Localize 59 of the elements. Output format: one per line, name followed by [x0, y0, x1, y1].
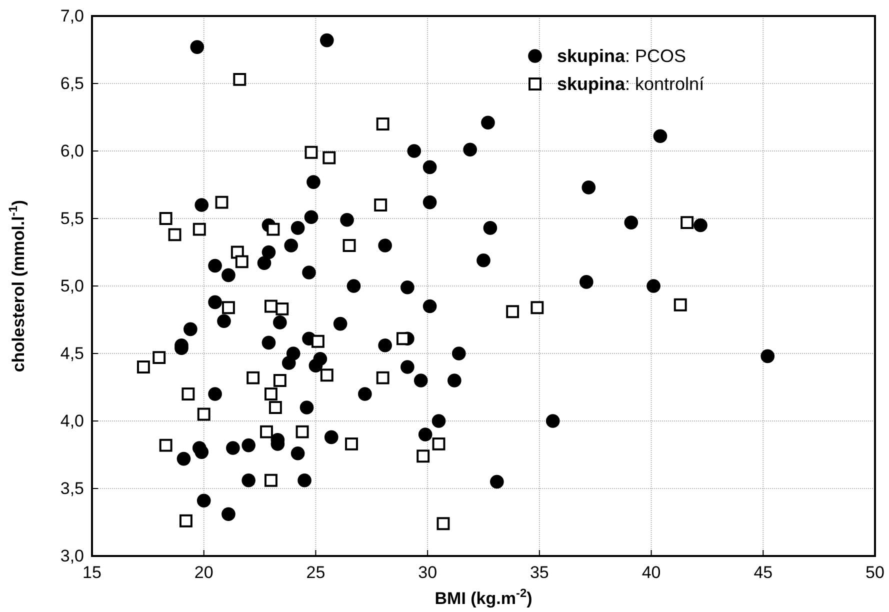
- point: [273, 374, 286, 387]
- point: [680, 216, 694, 230]
- y-tick-label: 7,0: [60, 6, 84, 26]
- point: [192, 222, 206, 236]
- point: [322, 151, 336, 164]
- point: [159, 212, 172, 225]
- point: [233, 72, 246, 86]
- x-tick-label: 50: [866, 563, 884, 582]
- point: [264, 388, 278, 400]
- point: [416, 450, 430, 463]
- y-tick-label: 5,5: [60, 208, 84, 228]
- point: [311, 334, 324, 348]
- x-tick-label: 45: [754, 563, 773, 582]
- y-tick-label: 3,0: [60, 546, 84, 566]
- point: [320, 368, 334, 382]
- x-tick-label: 15: [82, 563, 102, 582]
- point: [345, 437, 358, 450]
- point: [260, 425, 273, 438]
- point: [396, 332, 410, 346]
- x-tick-label: 40: [642, 563, 661, 582]
- point: [296, 425, 309, 438]
- point: [235, 255, 248, 268]
- point: [304, 146, 318, 159]
- point: [506, 305, 520, 318]
- point: [376, 118, 390, 130]
- y-tick-label: 4,0: [60, 411, 84, 430]
- y-tick-label: 3,5: [60, 478, 84, 498]
- point: [159, 438, 172, 452]
- x-axis-title: BMI (kg.m$^{-2}$): [434, 586, 532, 608]
- point: [152, 351, 166, 364]
- point: [197, 408, 210, 421]
- point: [376, 371, 390, 384]
- legend-label: skupina: PCOS: [557, 46, 686, 66]
- point: [179, 514, 192, 528]
- point: [182, 388, 195, 400]
- point: [268, 401, 282, 414]
- legend-label: skupina: kontrolní: [557, 74, 704, 94]
- point: [342, 239, 356, 252]
- point: [432, 437, 446, 450]
- y-tick-label: 5,0: [60, 276, 84, 296]
- point: [246, 371, 260, 384]
- x-tick-label: 25: [306, 563, 326, 582]
- x-tick-label: 30: [418, 563, 438, 582]
- point: [674, 298, 687, 312]
- point: [266, 222, 280, 236]
- point: [276, 302, 289, 316]
- point: [264, 474, 278, 487]
- point: [374, 198, 388, 212]
- x-tick-label: 20: [194, 563, 214, 582]
- point: [530, 301, 544, 314]
- y-tick-label: 4,5: [60, 344, 84, 363]
- y-tick-label: 6,5: [60, 74, 84, 93]
- y-tick-label: 6,0: [60, 141, 84, 160]
- point: [222, 301, 235, 314]
- point: [215, 196, 228, 209]
- point: [136, 360, 150, 374]
- x-tick-label: 35: [530, 563, 549, 582]
- point: [436, 517, 450, 530]
- point: [168, 228, 182, 242]
